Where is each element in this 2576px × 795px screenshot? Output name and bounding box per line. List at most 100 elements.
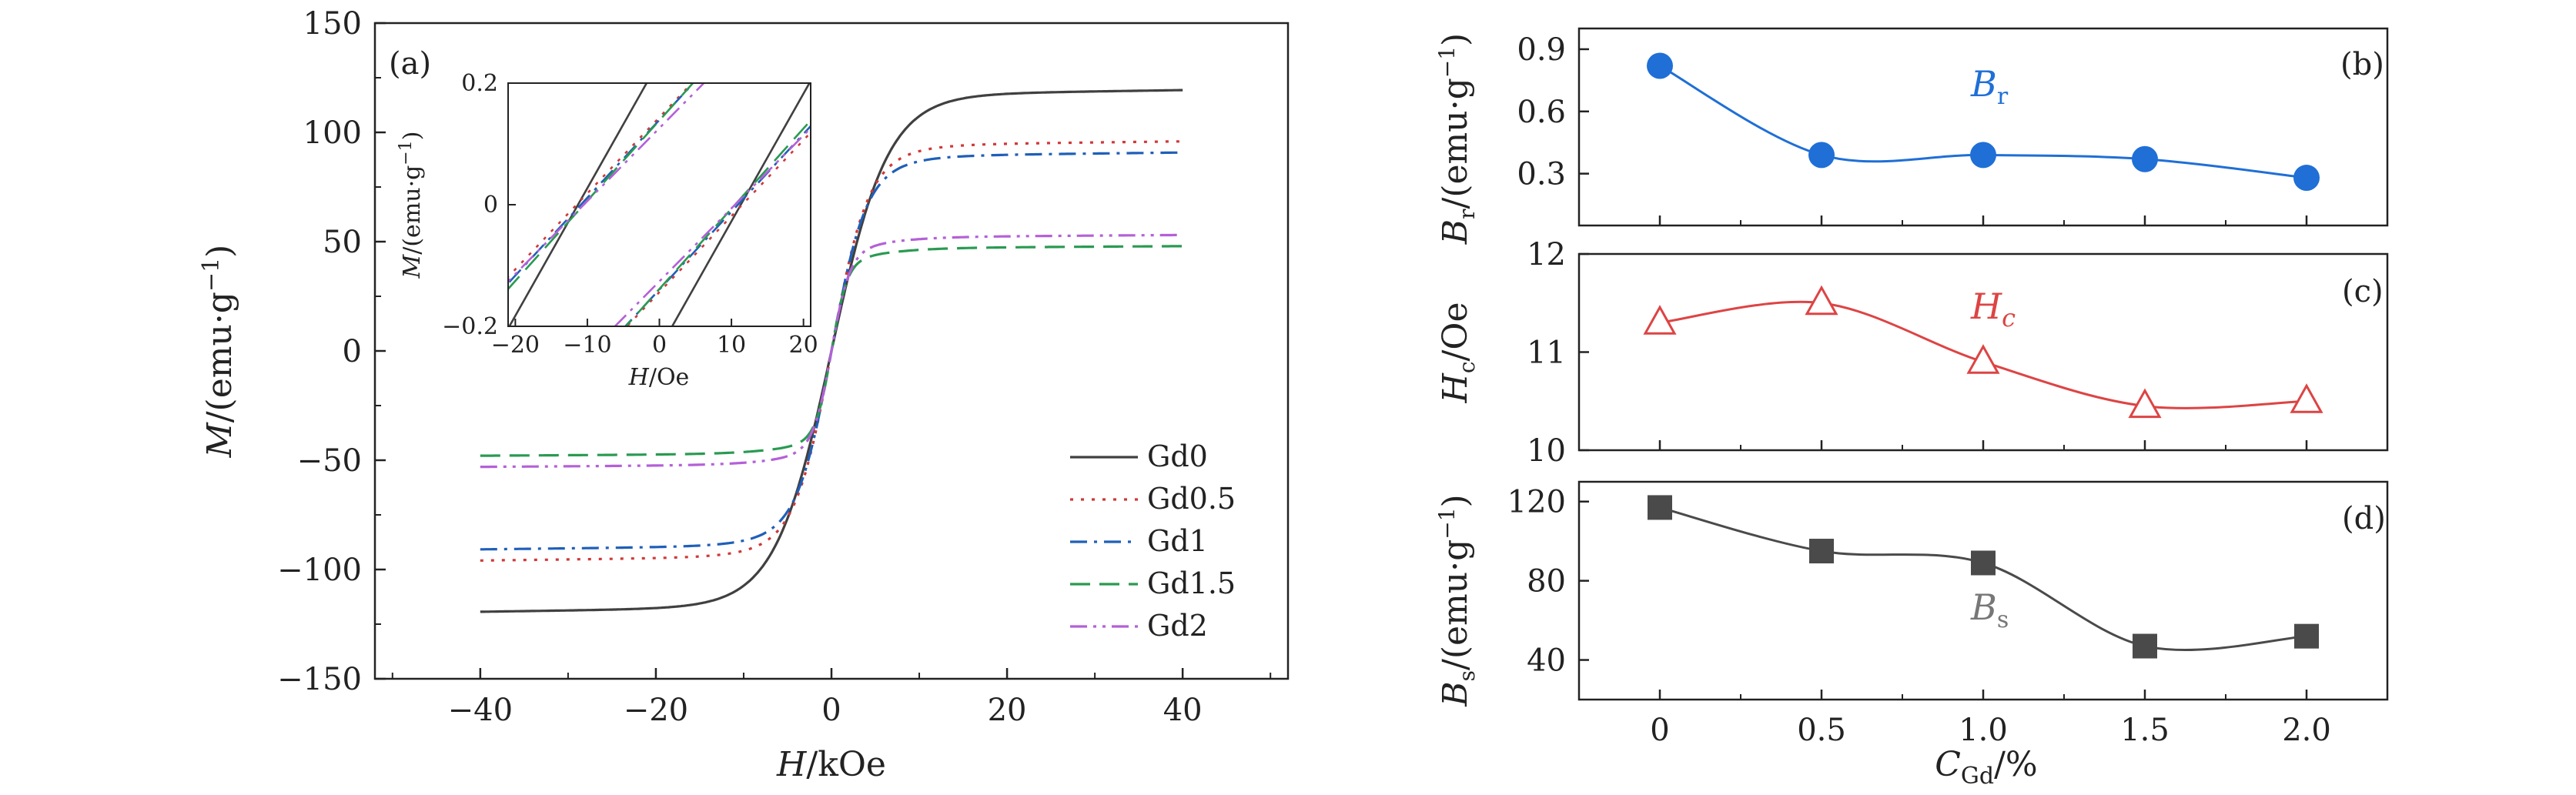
- inset-xticks: −20 −10 0 10 20: [491, 319, 818, 359]
- panel-d-xticks: 0 0.5 1.0 1.5 2.0: [1578, 690, 2388, 748]
- b-point: [2293, 165, 2320, 192]
- d-xtick-label: 2.0: [2282, 713, 2331, 748]
- b-ytick-label: 0.9: [1517, 32, 1566, 68]
- c-ytick-label: 11: [1527, 336, 1566, 371]
- d-xtick-label: 1.0: [1959, 713, 2008, 748]
- d-point: [2294, 623, 2319, 649]
- inset-branch-Gd0: [671, 83, 811, 326]
- inset-xtick-label: 0: [652, 332, 667, 359]
- panel-c-label: (c): [2342, 274, 2384, 309]
- inset-ytick-label: 0: [483, 192, 498, 219]
- panel-d: 40 80 120 0 0.5 1.0 1.5 2.0 (d) Bs Bs/(emu·g−1…: [1434, 480, 2389, 790]
- legend-label-Gd2: Gd2: [1147, 609, 1208, 643]
- panel-d-ylabel: Bs/(emu·g−1): [1434, 494, 1480, 706]
- inset-ytick-label: 0.2: [461, 70, 498, 97]
- a-ytick-label: 150: [303, 6, 362, 42]
- panel-c: 10 11 12 (c) Hc Hc/Oe: [1436, 237, 2389, 469]
- inset-branch-Gd0: [508, 83, 648, 326]
- inset-curves: [508, 83, 811, 326]
- panel-a-xlabel: H/kOe: [776, 745, 886, 784]
- a-ytick-label: −100: [277, 553, 362, 588]
- inset-xtick-label: −10: [563, 332, 611, 359]
- c-point: [2290, 383, 2323, 413]
- c-point: [1643, 305, 1677, 335]
- panel-d-curve: [1659, 506, 2307, 651]
- b-point: [1647, 52, 1673, 79]
- a-xtick-label: 0: [821, 693, 841, 728]
- b-ytick-label: 0.6: [1517, 95, 1566, 130]
- legend-label-Gd1: Gd1: [1147, 524, 1208, 558]
- panel-b-label: (b): [2340, 47, 2384, 82]
- panel-c-points: [1643, 285, 2323, 419]
- a-xtick-label: −40: [448, 693, 513, 728]
- legend-label-Gd0: Gd0: [1147, 439, 1208, 473]
- inset-yticks: −0.2 0 0.2: [442, 70, 516, 340]
- inset-xlabel: H/Oe: [628, 364, 690, 391]
- panel-b-ylabel: Br/(emu·g−1): [1434, 33, 1480, 245]
- d-point: [1809, 539, 1834, 564]
- b-point: [1970, 142, 1996, 169]
- panel-d-yticks: 40 80 120: [1507, 485, 1589, 679]
- inset-xtick-label: 20: [789, 332, 818, 359]
- panel-b-frame: [1577, 27, 2389, 227]
- inset-background: [508, 83, 811, 326]
- a-xtick-label: −20: [624, 693, 688, 728]
- d-ytick-label: 40: [1527, 643, 1566, 679]
- panel-c-yticks: 10 11 12: [1527, 237, 1589, 469]
- d-xtick-label: 0: [1650, 713, 1669, 748]
- inset-branch-Gd2: [613, 126, 811, 326]
- inset-branch-Gd2: [508, 83, 706, 283]
- b-point: [2132, 145, 2158, 172]
- panel-d-xlabel: CGd/%: [1935, 745, 2037, 790]
- inset-xtick-label: −20: [491, 332, 540, 359]
- d-ytick-label: 120: [1507, 485, 1566, 520]
- panel-c-annotation: Hc: [1970, 286, 2016, 332]
- panel-d-label: (d): [2342, 501, 2386, 536]
- d-ytick-label: 80: [1527, 564, 1566, 600]
- legend-label-Gd0.5: Gd0.5: [1147, 482, 1236, 516]
- panel-a-curves: [480, 89, 1183, 613]
- legend-label-Gd1.5: Gd1.5: [1147, 566, 1236, 600]
- inset-branch-Gd1.5: [624, 119, 811, 326]
- c-point: [2128, 388, 2162, 419]
- inset-xtick-label: 10: [717, 332, 746, 359]
- b-ytick-label: 0.3: [1517, 157, 1566, 192]
- mh-curve-Gd2: [480, 233, 1183, 469]
- a-ytick-label: −150: [277, 662, 362, 697]
- panel-a-yticks: −150 −100 −50 0 50 100 150: [277, 6, 386, 697]
- legend: Gd0 Gd0.5 Gd1 Gd1.5 Gd2: [1070, 439, 1236, 643]
- c-ytick-label: 12: [1527, 237, 1566, 272]
- panel-a-label: (a): [389, 46, 431, 82]
- a-ytick-label: 100: [303, 115, 362, 151]
- panel-a-xticks: −40 −20 0 20 40: [391, 668, 1272, 728]
- inset-ytick-label: −0.2: [442, 313, 498, 340]
- panel-a-ylabel: M/(emu·g−1): [198, 245, 239, 459]
- d-xtick-label: 0.5: [1797, 713, 1846, 748]
- panel-b-annotation: Br: [1970, 63, 2009, 110]
- d-xtick-label: 1.5: [2120, 713, 2170, 748]
- panel-c-xticks: [1578, 440, 2388, 450]
- a-ytick-label: 0: [343, 334, 362, 369]
- panel-c-ylabel: Hc/Oe: [1436, 302, 1480, 404]
- c-point: [1805, 285, 1838, 316]
- panel-b-xticks: [1578, 215, 2388, 225]
- inset-branch-Gd1.5: [508, 83, 694, 291]
- d-fit-curve: [1659, 506, 2307, 651]
- panel-b: 0.3 0.6 0.9 (b) Br Br/(emu·g−1): [1434, 27, 2389, 245]
- panel-d-points: [1648, 495, 2319, 659]
- panel-b-yticks: 0.3 0.6 0.9: [1517, 32, 1589, 192]
- a-ytick-label: 50: [323, 225, 362, 260]
- panel-b-points: [1647, 52, 2320, 192]
- d-point: [1648, 495, 1672, 520]
- d-point: [2133, 633, 2157, 659]
- inset: −20 −10 0 10 20 −0.2 0 0.2 H/Oe M/(emu·g−1): [396, 70, 818, 391]
- a-xtick-label: 20: [988, 693, 1027, 728]
- c-point: [1966, 344, 2000, 374]
- c-ytick-label: 10: [1527, 433, 1566, 469]
- panel-d-annotation: Bs: [1970, 586, 2009, 633]
- b-point: [1808, 142, 1835, 169]
- a-xtick-label: 40: [1163, 693, 1203, 728]
- a-ytick-label: −50: [297, 443, 362, 479]
